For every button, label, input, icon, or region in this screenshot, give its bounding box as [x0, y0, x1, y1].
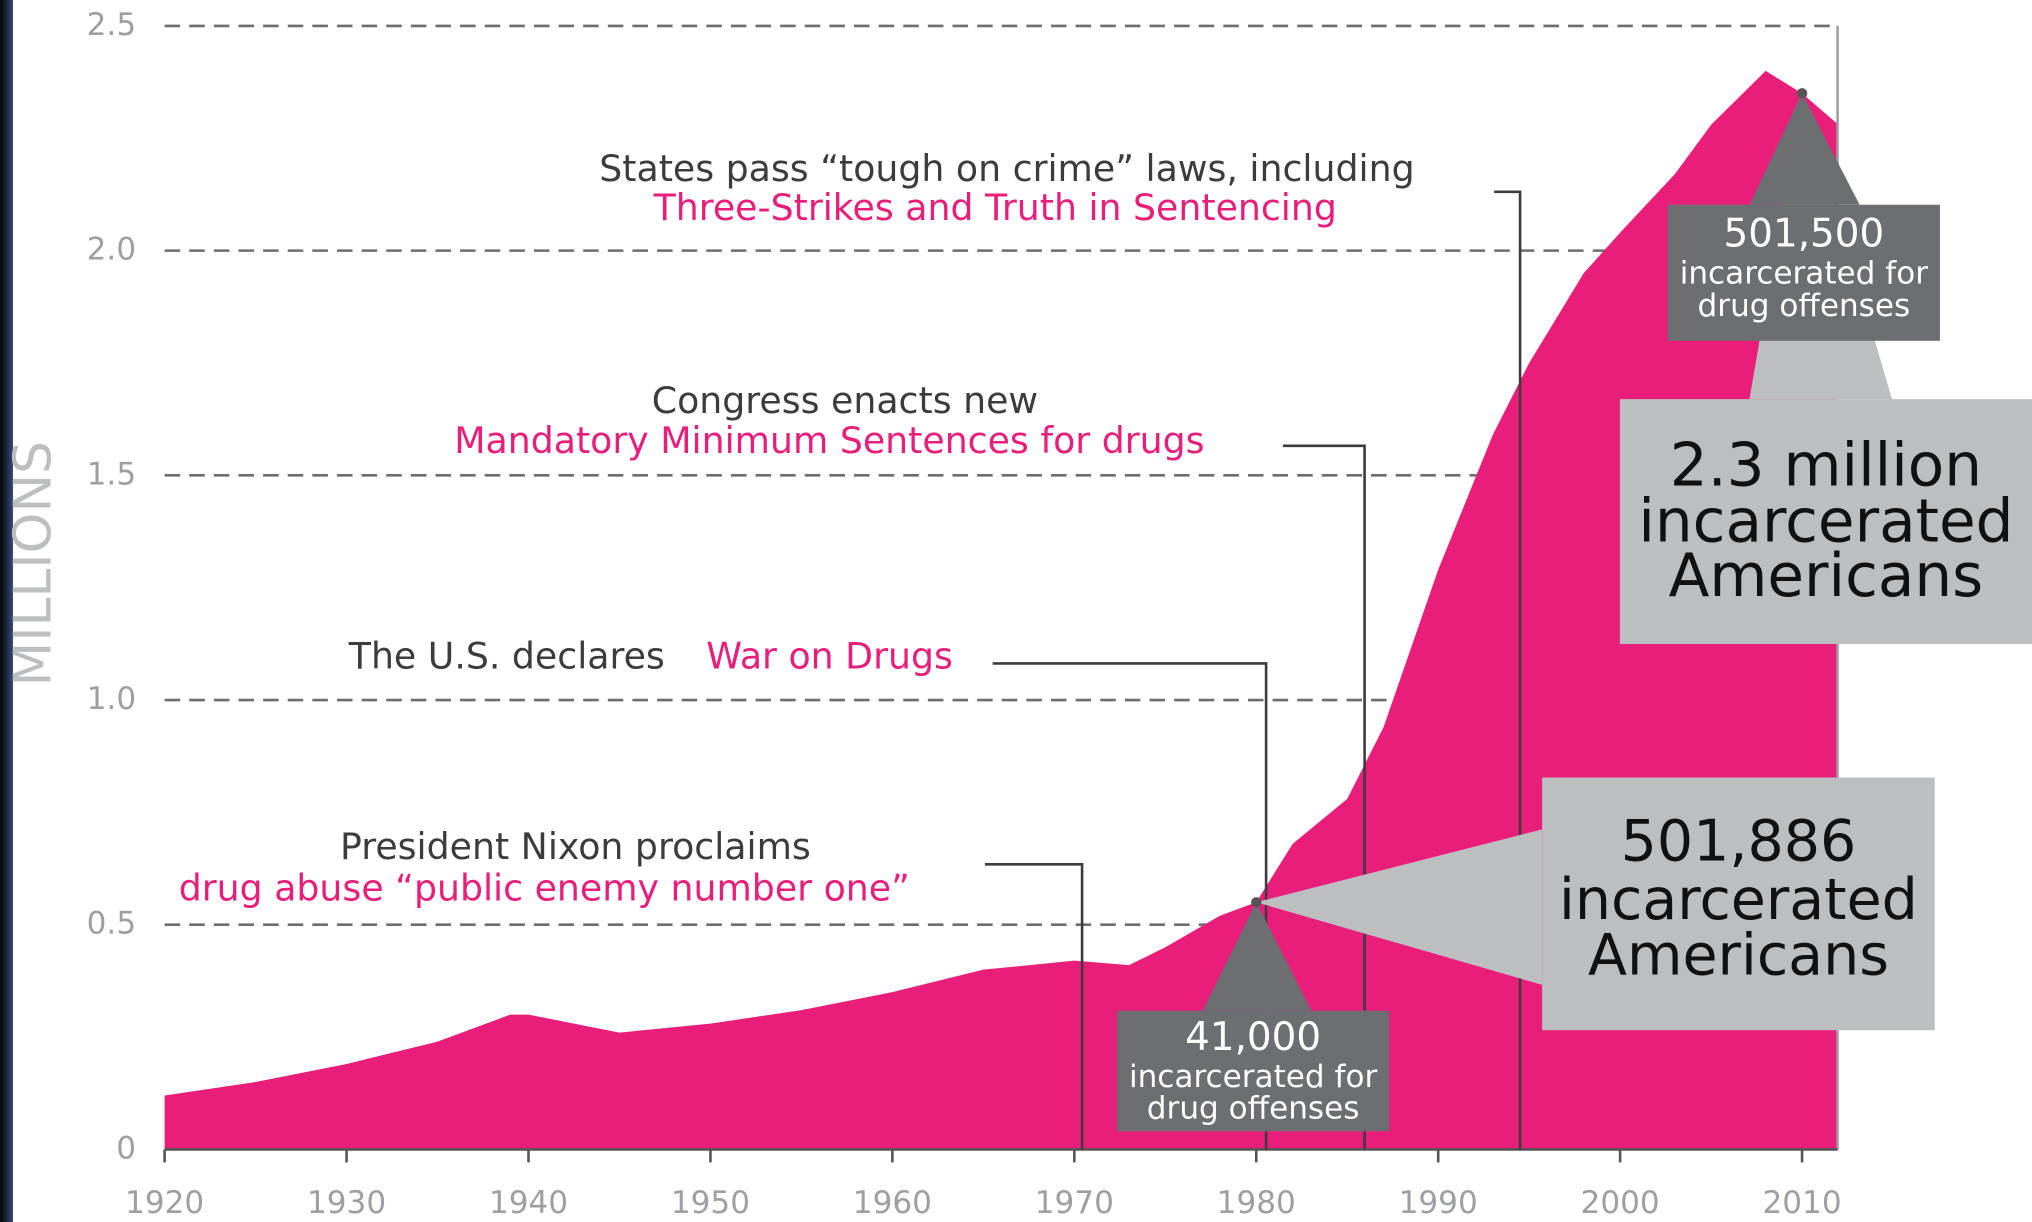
- annotation: Congress enacts new: [652, 379, 1038, 422]
- connector: [1494, 190, 1522, 1150]
- y-tick-label: 2.0: [87, 232, 136, 268]
- annotation: The U.S. declares: [348, 634, 665, 677]
- callout-pointer: [1749, 93, 1860, 205]
- x-tick-label: 1980: [1217, 1185, 1296, 1221]
- x-tick-label: 1950: [671, 1185, 750, 1221]
- x-tick-label: 2010: [1763, 1185, 1842, 1221]
- callout-box: [1619, 399, 2032, 645]
- callout-text: 41,000: [1185, 1015, 1321, 1060]
- annotation: drug abuse “public enemy number one”: [179, 866, 910, 909]
- callout-text: Americans: [1588, 923, 1889, 989]
- x-tick-label: 2000: [1581, 1185, 1660, 1221]
- callout-text: 2.3 million: [1670, 432, 1982, 501]
- callout-text: incarcerated: [1559, 867, 1918, 933]
- annotation: Three-Strikes and Truth in Sentencing: [653, 186, 1337, 229]
- callout-box: [1667, 204, 1940, 341]
- annotation: Mandatory Minimum Sentences for drugs: [454, 419, 1204, 462]
- x-tick-label: 1930: [307, 1185, 386, 1221]
- callout-box: [1542, 777, 1935, 1031]
- callout-text: drug offenses: [1698, 288, 1911, 324]
- callout-text: Americans: [1669, 542, 1984, 611]
- annotation: States pass “tough on crime” laws, inclu…: [599, 147, 1414, 190]
- callout-box: [1117, 1010, 1390, 1132]
- callout-text: incarcerated: [1638, 487, 2013, 556]
- connector: [984, 863, 1084, 1150]
- callout-text: drug offenses: [1147, 1090, 1360, 1126]
- y-axis-label: MILLIONS: [3, 441, 63, 687]
- x-tick-label: 1940: [489, 1185, 568, 1221]
- x-tick-label: 1920: [125, 1185, 204, 1221]
- point: [1251, 897, 1262, 908]
- y-tick-label: 1.0: [87, 681, 136, 717]
- callout-text: 501,500: [1724, 211, 1885, 256]
- y-tick-label: 2.5: [87, 7, 136, 43]
- callout-text: 501,886: [1621, 809, 1857, 875]
- callout-text: incarcerated for: [1680, 256, 1929, 292]
- callout-pointer: [1256, 829, 1543, 985]
- y-tick-label: 0: [116, 1130, 136, 1166]
- x-tick-label: 1970: [1035, 1185, 1114, 1221]
- edge: [0, 0, 14, 1222]
- x-tick-label: 1960: [853, 1185, 932, 1221]
- annotation: War on Drugs: [706, 634, 953, 677]
- annotation: President Nixon proclaims: [340, 825, 811, 868]
- y-tick-label: 0.5: [87, 906, 136, 942]
- point: [1796, 88, 1808, 99]
- x-tick-label: 1990: [1399, 1185, 1478, 1221]
- y-tick-label: 1.5: [87, 456, 136, 492]
- callout-text: incarcerated for: [1129, 1059, 1378, 1095]
- callout-pointer: [1202, 902, 1312, 1011]
